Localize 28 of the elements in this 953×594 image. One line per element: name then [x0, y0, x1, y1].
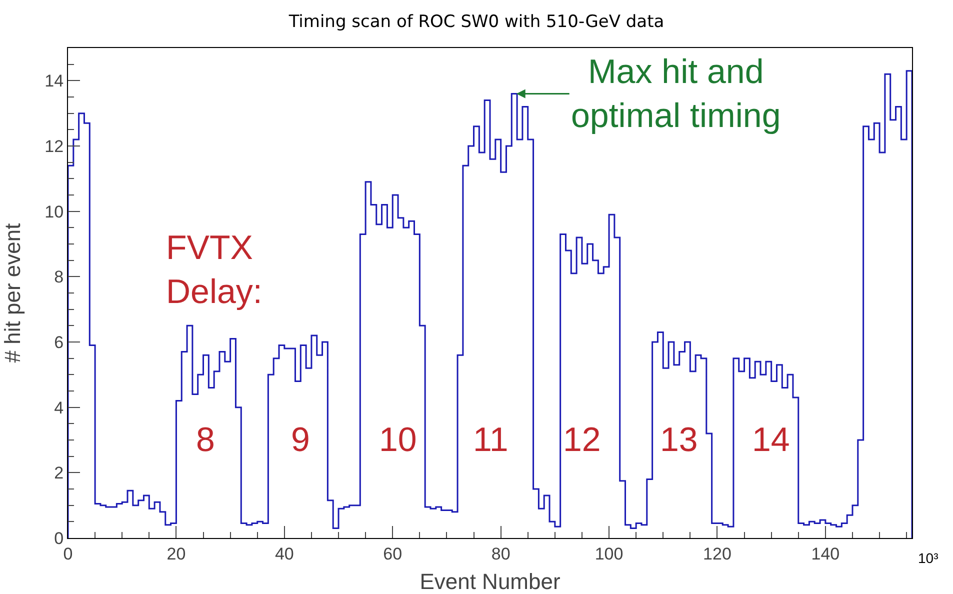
annotation: 12: [563, 421, 601, 459]
annotation: 10: [379, 421, 417, 459]
x-tick-label: 80: [491, 544, 510, 564]
annotation: 14: [752, 421, 790, 459]
x-tick-label: 140: [811, 544, 840, 564]
y-tick-label: 4: [54, 398, 64, 418]
annotation: Max hit and optimal timing: [571, 53, 781, 136]
annotation: 8: [196, 421, 215, 459]
annotation: FVTX Delay:: [166, 229, 262, 312]
y-tick-label: 6: [54, 332, 64, 352]
y-tick-label: 14: [44, 72, 64, 91]
x-tick-label: 60: [383, 544, 402, 564]
x-tick-label: 20: [166, 544, 186, 564]
annotation: 9: [291, 421, 310, 459]
y-tick-label: 2: [54, 464, 64, 483]
annotation: 13: [660, 421, 698, 459]
x-tick-label: 40: [274, 544, 294, 564]
chart-title: Timing scan of ROC SW0 with 510-GeV data: [288, 12, 664, 32]
y-tick-label: 8: [54, 268, 64, 287]
text: 10³: [918, 550, 939, 566]
y-axis-title: # hit per event: [0, 223, 25, 363]
x-axis-title: Event Number: [420, 569, 560, 594]
y-tick-label: 12: [44, 136, 64, 156]
y-tick-label: 10: [44, 202, 64, 222]
x-tick-label: 100: [594, 544, 624, 564]
x-tick-label: 120: [703, 544, 732, 564]
y-tick-label: 0: [54, 528, 64, 548]
annotation: 11: [473, 421, 508, 459]
